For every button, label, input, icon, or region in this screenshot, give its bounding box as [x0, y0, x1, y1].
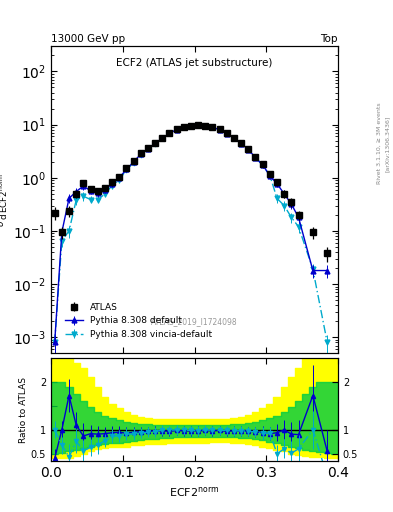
X-axis label: ECF2$^{\rm norm}$: ECF2$^{\rm norm}$ [169, 485, 220, 499]
Text: Top: Top [320, 34, 338, 44]
Y-axis label: $\frac{1}{\sigma}\frac{\mathrm{d}\sigma}{\mathrm{d}\,\mathrm{ECF2^{norm}}}$: $\frac{1}{\sigma}\frac{\mathrm{d}\sigma}… [0, 172, 10, 227]
Text: 13000 GeV pp: 13000 GeV pp [51, 34, 125, 44]
Text: [arXiv:1306.3436]: [arXiv:1306.3436] [385, 115, 389, 172]
Legend: ATLAS, Pythia 8.308 default, Pythia 8.308 vincia-default: ATLAS, Pythia 8.308 default, Pythia 8.30… [61, 300, 216, 343]
Y-axis label: Ratio to ATLAS: Ratio to ATLAS [19, 377, 28, 442]
Text: Rivet 3.1.10, ≥ 3M events: Rivet 3.1.10, ≥ 3M events [377, 102, 382, 184]
Text: ATLAS_2019_I1724098: ATLAS_2019_I1724098 [151, 316, 238, 326]
Text: ECF2 (ATLAS jet substructure): ECF2 (ATLAS jet substructure) [116, 58, 273, 69]
